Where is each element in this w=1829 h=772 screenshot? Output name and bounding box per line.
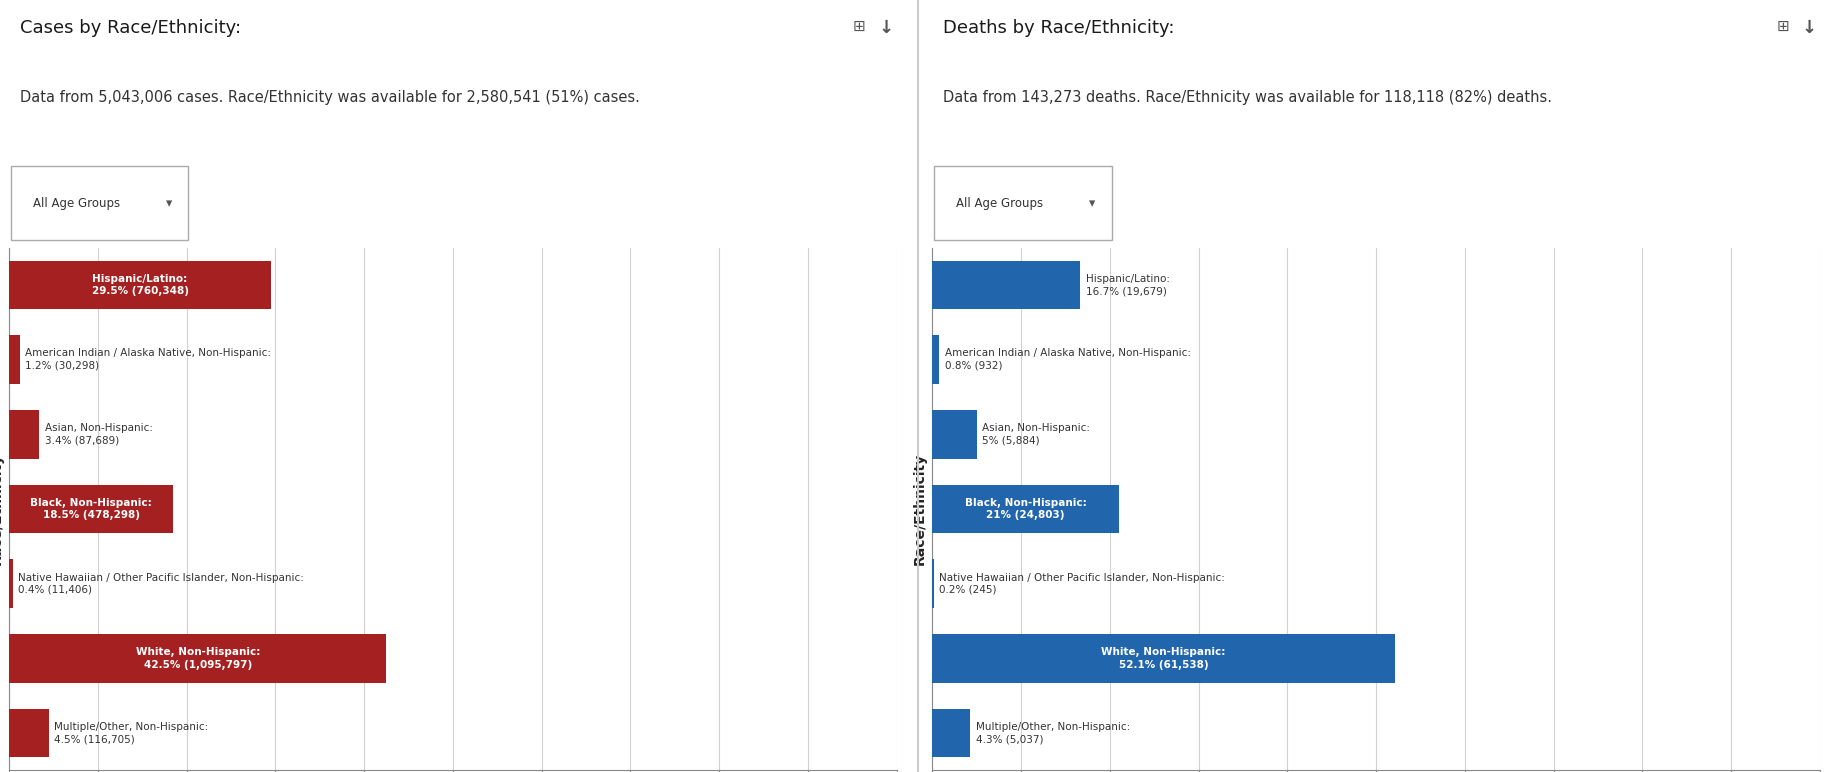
Bar xyxy=(9,410,40,459)
Text: Hispanic/Latino:
16.7% (19,679): Hispanic/Latino: 16.7% (19,679) xyxy=(1086,274,1171,296)
Text: Black, Non-Hispanic:
21% (24,803): Black, Non-Hispanic: 21% (24,803) xyxy=(964,498,1086,520)
Text: White, Non-Hispanic:
42.5% (1,095,797): White, Non-Hispanic: 42.5% (1,095,797) xyxy=(135,647,260,669)
Bar xyxy=(9,560,13,608)
Text: Asian, Non-Hispanic:
3.4% (87,689): Asian, Non-Hispanic: 3.4% (87,689) xyxy=(44,423,152,445)
Bar xyxy=(9,335,20,384)
Text: Cases by Race/Ethnicity:: Cases by Race/Ethnicity: xyxy=(20,19,241,37)
Y-axis label: Race/Ethnicity: Race/Ethnicity xyxy=(913,453,927,565)
Bar xyxy=(9,634,386,682)
Text: Asian, Non-Hispanic:
5% (5,884): Asian, Non-Hispanic: 5% (5,884) xyxy=(982,423,1090,445)
FancyBboxPatch shape xyxy=(935,167,1112,240)
Text: ↓: ↓ xyxy=(878,19,894,37)
Text: White, Non-Hispanic:
52.1% (61,538): White, Non-Hispanic: 52.1% (61,538) xyxy=(1101,647,1225,669)
Y-axis label: Race/Ethnicity: Race/Ethnicity xyxy=(0,453,4,565)
Bar xyxy=(9,709,49,757)
Text: Black, Non-Hispanic:
18.5% (478,298): Black, Non-Hispanic: 18.5% (478,298) xyxy=(31,498,152,520)
Bar xyxy=(933,634,1396,682)
Bar xyxy=(933,335,940,384)
Text: ▾: ▾ xyxy=(166,197,172,210)
Text: ⊞: ⊞ xyxy=(852,19,865,34)
Text: American Indian / Alaska Native, Non-Hispanic:
0.8% (932): American Indian / Alaska Native, Non-His… xyxy=(946,348,1191,371)
Text: Native Hawaiian / Other Pacific Islander, Non-Hispanic:
0.2% (245): Native Hawaiian / Other Pacific Islander… xyxy=(940,573,1225,595)
Text: American Indian / Alaska Native, Non-Hispanic:
1.2% (30,298): American Indian / Alaska Native, Non-His… xyxy=(26,348,271,371)
Bar xyxy=(933,709,971,757)
Text: All Age Groups: All Age Groups xyxy=(33,197,121,210)
Text: Hispanic/Latino:
29.5% (760,348): Hispanic/Latino: 29.5% (760,348) xyxy=(91,274,188,296)
Text: Deaths by Race/Ethnicity:: Deaths by Race/Ethnicity: xyxy=(944,19,1174,37)
Text: Native Hawaiian / Other Pacific Islander, Non-Hispanic:
0.4% (11,406): Native Hawaiian / Other Pacific Islander… xyxy=(18,573,304,595)
Text: All Age Groups: All Age Groups xyxy=(957,197,1043,210)
Bar xyxy=(9,485,174,533)
Bar xyxy=(933,410,977,459)
Text: ⊞: ⊞ xyxy=(1776,19,1789,34)
Text: Data from 5,043,006 cases. Race/Ethnicity was available for 2,580,541 (51%) case: Data from 5,043,006 cases. Race/Ethnicit… xyxy=(20,90,640,105)
Text: ▾: ▾ xyxy=(1088,197,1096,210)
Bar xyxy=(933,485,1119,533)
Text: Multiple/Other, Non-Hispanic:
4.5% (116,705): Multiple/Other, Non-Hispanic: 4.5% (116,… xyxy=(55,722,209,744)
Bar xyxy=(9,261,271,310)
FancyBboxPatch shape xyxy=(11,167,188,240)
Text: Data from 143,273 deaths. Race/Ethnicity was available for 118,118 (82%) deaths.: Data from 143,273 deaths. Race/Ethnicity… xyxy=(944,90,1551,105)
Text: ↓: ↓ xyxy=(1802,19,1816,37)
Bar xyxy=(933,261,1081,310)
Text: Multiple/Other, Non-Hispanic:
4.3% (5,037): Multiple/Other, Non-Hispanic: 4.3% (5,03… xyxy=(975,722,1130,744)
